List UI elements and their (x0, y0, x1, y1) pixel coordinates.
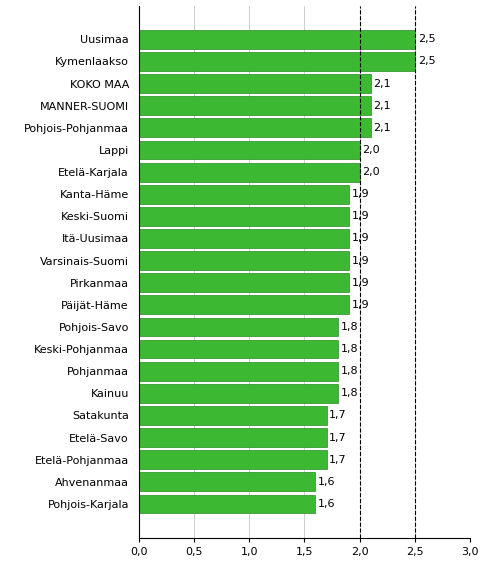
Text: 2,0: 2,0 (362, 167, 380, 177)
Text: 2,5: 2,5 (418, 57, 436, 66)
Text: 2,5: 2,5 (418, 34, 436, 45)
Bar (139, 251, 348, 270)
Bar (139, 406, 327, 425)
Text: 1,9: 1,9 (351, 300, 369, 310)
Text: 1,8: 1,8 (341, 322, 358, 332)
Bar (139, 162, 360, 181)
Bar (139, 428, 327, 447)
Text: 1,7: 1,7 (329, 432, 347, 443)
Text: 1,8: 1,8 (341, 366, 358, 376)
Bar (139, 495, 315, 513)
Bar (139, 362, 338, 381)
Bar (139, 384, 338, 403)
Bar (139, 30, 415, 49)
Bar (139, 317, 338, 336)
Text: 2,1: 2,1 (374, 123, 391, 133)
Text: 1,6: 1,6 (318, 477, 336, 487)
Text: 1,9: 1,9 (351, 255, 369, 266)
Text: 1,8: 1,8 (341, 388, 358, 398)
Text: 1,9: 1,9 (351, 234, 369, 243)
Bar (139, 472, 315, 491)
Text: 1,6: 1,6 (318, 499, 336, 509)
Bar (139, 450, 327, 469)
Bar (139, 118, 371, 137)
Text: 2,1: 2,1 (374, 79, 391, 88)
Bar (139, 340, 338, 358)
Bar (139, 74, 371, 93)
Text: 1,8: 1,8 (341, 344, 358, 354)
Text: 1,9: 1,9 (351, 277, 369, 288)
Text: 1,9: 1,9 (351, 189, 369, 199)
Text: 1,7: 1,7 (329, 455, 347, 465)
Bar (139, 185, 348, 203)
Bar (139, 295, 348, 314)
Bar (139, 273, 348, 292)
Text: 2,0: 2,0 (362, 145, 380, 155)
Text: 2,1: 2,1 (374, 101, 391, 111)
Bar (139, 52, 415, 71)
Bar (139, 207, 348, 226)
Bar (139, 97, 371, 115)
Bar (139, 140, 360, 160)
Text: 1,9: 1,9 (351, 212, 369, 221)
Bar (139, 229, 348, 248)
Text: 1,7: 1,7 (329, 410, 347, 420)
